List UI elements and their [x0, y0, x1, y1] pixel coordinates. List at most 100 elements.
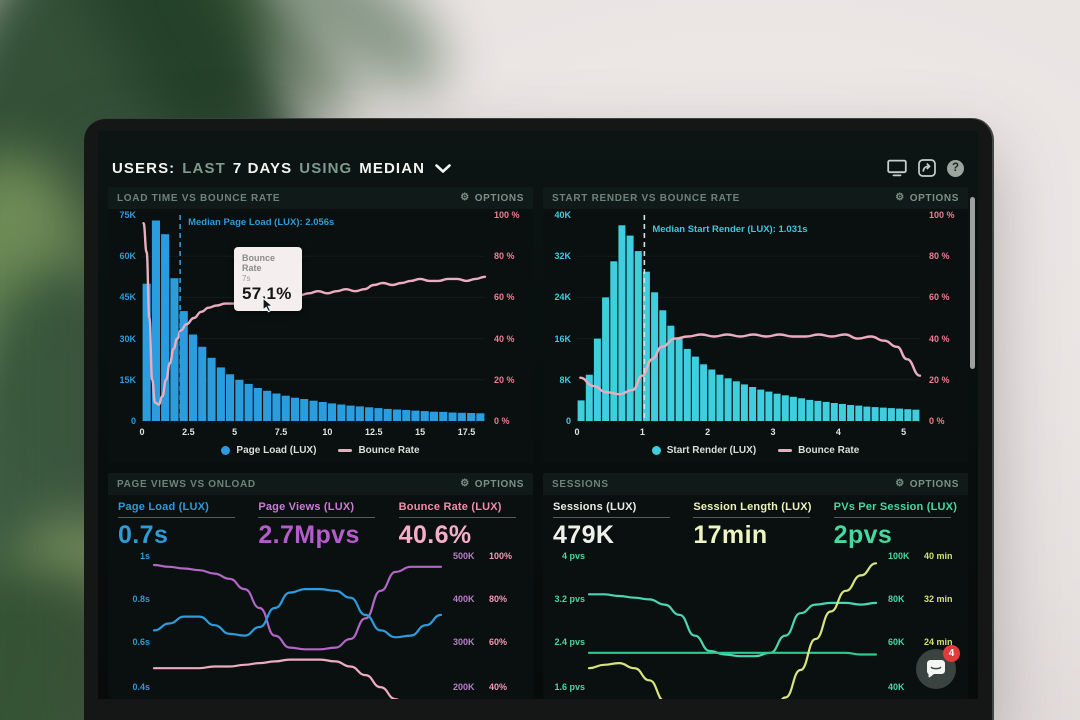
axis-tick: 40K — [888, 682, 905, 693]
axis-tick: 60 % — [494, 292, 515, 303]
axis-tick: 300K 60% — [453, 637, 508, 648]
axis-tick: 0.4s — [132, 682, 150, 693]
panel-sessions: SESSIONS ⚙ OPTIONS Sessions (LUX) 479K Ses… — [543, 473, 968, 699]
chat-badge: 4 — [943, 645, 960, 662]
axis-tick: 1s — [139, 551, 150, 562]
gear-icon: ⚙ — [895, 478, 905, 489]
axis-tick: 12.5 — [364, 427, 383, 437]
metric-label: Session Length (LUX) — [693, 501, 812, 513]
options-button[interactable]: ⚙ OPTIONS — [895, 192, 959, 204]
panel-page-views: PAGE VIEWS VS ONLOAD ⚙ OPTIONS Page Load… — [108, 473, 533, 699]
axis-tick: 100 % — [494, 210, 520, 220]
panel-title: PAGE VIEWS VS ONLOAD — [117, 478, 256, 490]
axis-tick: 200K 40% — [453, 682, 508, 693]
axis-tick: 0.8s — [132, 594, 150, 605]
metric-divider — [693, 517, 811, 518]
panel-header: SESSIONS ⚙ OPTIONS — [543, 473, 968, 495]
metric-label: Page Views (LUX) — [258, 501, 355, 513]
legend-swatch — [651, 446, 661, 455]
metric-label: Page Load (LUX) — [118, 501, 210, 513]
header-icons: ? — [887, 159, 964, 177]
axis-tick: 8K — [559, 374, 571, 385]
axis-tick: 4 pvs — [561, 551, 585, 562]
metric-value: 40.6% — [398, 521, 472, 549]
app-header: USERS: LAST 7 DAYS USING MEDIAN — [98, 131, 978, 187]
load-time-chart: Median Page Load (LUX): 2.056s Bounce Ra… — [108, 209, 533, 463]
help-icon[interactable]: ? — [947, 159, 964, 177]
gear-icon: ⚙ — [460, 478, 470, 489]
axis-tick: 60K — [119, 251, 136, 262]
tooltip-value: 57.1% — [242, 284, 292, 303]
axis-tick: 0.6s — [132, 637, 150, 648]
axis-tick: 2.4 pvs — [554, 637, 585, 648]
monitor-icon[interactable] — [887, 159, 907, 177]
median-annotation: Median Start Render (LUX): 1.031s — [652, 224, 808, 235]
chart-plot — [142, 215, 487, 421]
panel-header: START RENDER VS BOUNCE RATE ⚙ OPTIONS — [543, 187, 968, 209]
metric-divider — [398, 517, 516, 518]
metric: Page Load (LUX) 0.7s — [118, 501, 242, 549]
axis-tick: 30K — [119, 333, 136, 344]
metric-divider — [258, 517, 376, 518]
axis-tick: 1.6 pvs — [554, 682, 585, 693]
axis-tick: 5 — [901, 427, 907, 437]
panel-title: START RENDER VS BOUNCE RATE — [552, 192, 740, 204]
legend-swatch — [221, 446, 231, 455]
title-last: LAST — [182, 160, 226, 177]
axis-tick: 32K — [554, 251, 571, 262]
legend-item[interactable]: Page Load (LUX) — [221, 445, 316, 456]
axis-tick: 15 — [415, 427, 426, 437]
legend-item[interactable]: Bounce Rate — [338, 445, 420, 456]
axis-tick: 20 % — [929, 374, 950, 385]
axis-tick: 3.2 pvs — [554, 594, 585, 605]
axis-tick: 500K 100% — [453, 551, 513, 562]
chat-bubble-icon — [927, 660, 945, 678]
metrics-row: Sessions (LUX) 479K Session Length (LUX) 17… — [543, 497, 968, 549]
metric-value: 0.7s — [118, 521, 169, 549]
options-button[interactable]: ⚙ OPTIONS — [460, 478, 524, 490]
chat-launcher-button[interactable]: 4 — [916, 645, 960, 689]
axis-tick: 0 — [574, 427, 580, 437]
axis-tick: 2.5 — [182, 427, 195, 437]
axis-tick: 60 % — [929, 292, 950, 303]
dashboard-screen: USERS: LAST 7 DAYS USING MEDIAN — [98, 131, 978, 699]
axis-tick: 15K — [119, 374, 136, 385]
chart-plot — [577, 215, 922, 422]
axis-tick: 0 % — [494, 416, 510, 426]
metric-divider — [833, 517, 951, 518]
metric-divider — [553, 517, 670, 518]
options-button[interactable]: ⚙ OPTIONS — [460, 192, 524, 204]
metric: Sessions (LUX) 479K — [553, 501, 677, 549]
axis-tick: 400K 80% — [453, 594, 508, 605]
axis-tick: 80K 32 min — [888, 594, 953, 605]
share-icon[interactable] — [918, 159, 936, 177]
start-render-chart: Median Start Render (LUX): 1.031s 40K 32K… — [543, 209, 968, 463]
title-using: USING — [299, 160, 353, 177]
metric-value: 2.7Mpvs — [258, 521, 360, 549]
axis-tick: 4 — [835, 427, 841, 437]
axis-tick: 75K — [119, 210, 136, 220]
axis-tick: 1 — [639, 427, 645, 437]
axis-tick: 40 % — [929, 333, 950, 344]
chevron-down-icon[interactable] — [435, 164, 451, 173]
axis-tick: 5 — [232, 427, 238, 437]
metrics-row: Page Load (LUX) 0.7s Page Views (LUX) 2.7Mp… — [108, 497, 533, 549]
metric-value: 2pvs — [833, 521, 893, 549]
axis-tick: 3 — [770, 427, 776, 437]
metric-value: 17min — [693, 521, 768, 549]
metric: PVs Per Session (LUX) 2pvs — [833, 501, 958, 549]
axis-tick: 100K 40 min — [888, 551, 953, 562]
chart-legend: Start Render (LUX) Bounce Rate — [543, 445, 968, 456]
metric-divider — [118, 517, 235, 518]
axis-tick: 10 — [322, 427, 333, 437]
axis-tick: 100 % — [929, 210, 955, 220]
mouse-cursor — [262, 297, 274, 313]
legend-item[interactable]: Start Render (LUX) — [651, 445, 756, 456]
panel-title: SESSIONS — [552, 478, 609, 490]
legend-item[interactable]: Bounce Rate — [778, 445, 859, 456]
scrollbar-thumb[interactable] — [970, 197, 975, 369]
axis-tick: 40 % — [494, 333, 515, 344]
options-button[interactable]: ⚙ OPTIONS — [895, 478, 959, 490]
chart-plot — [152, 563, 443, 699]
